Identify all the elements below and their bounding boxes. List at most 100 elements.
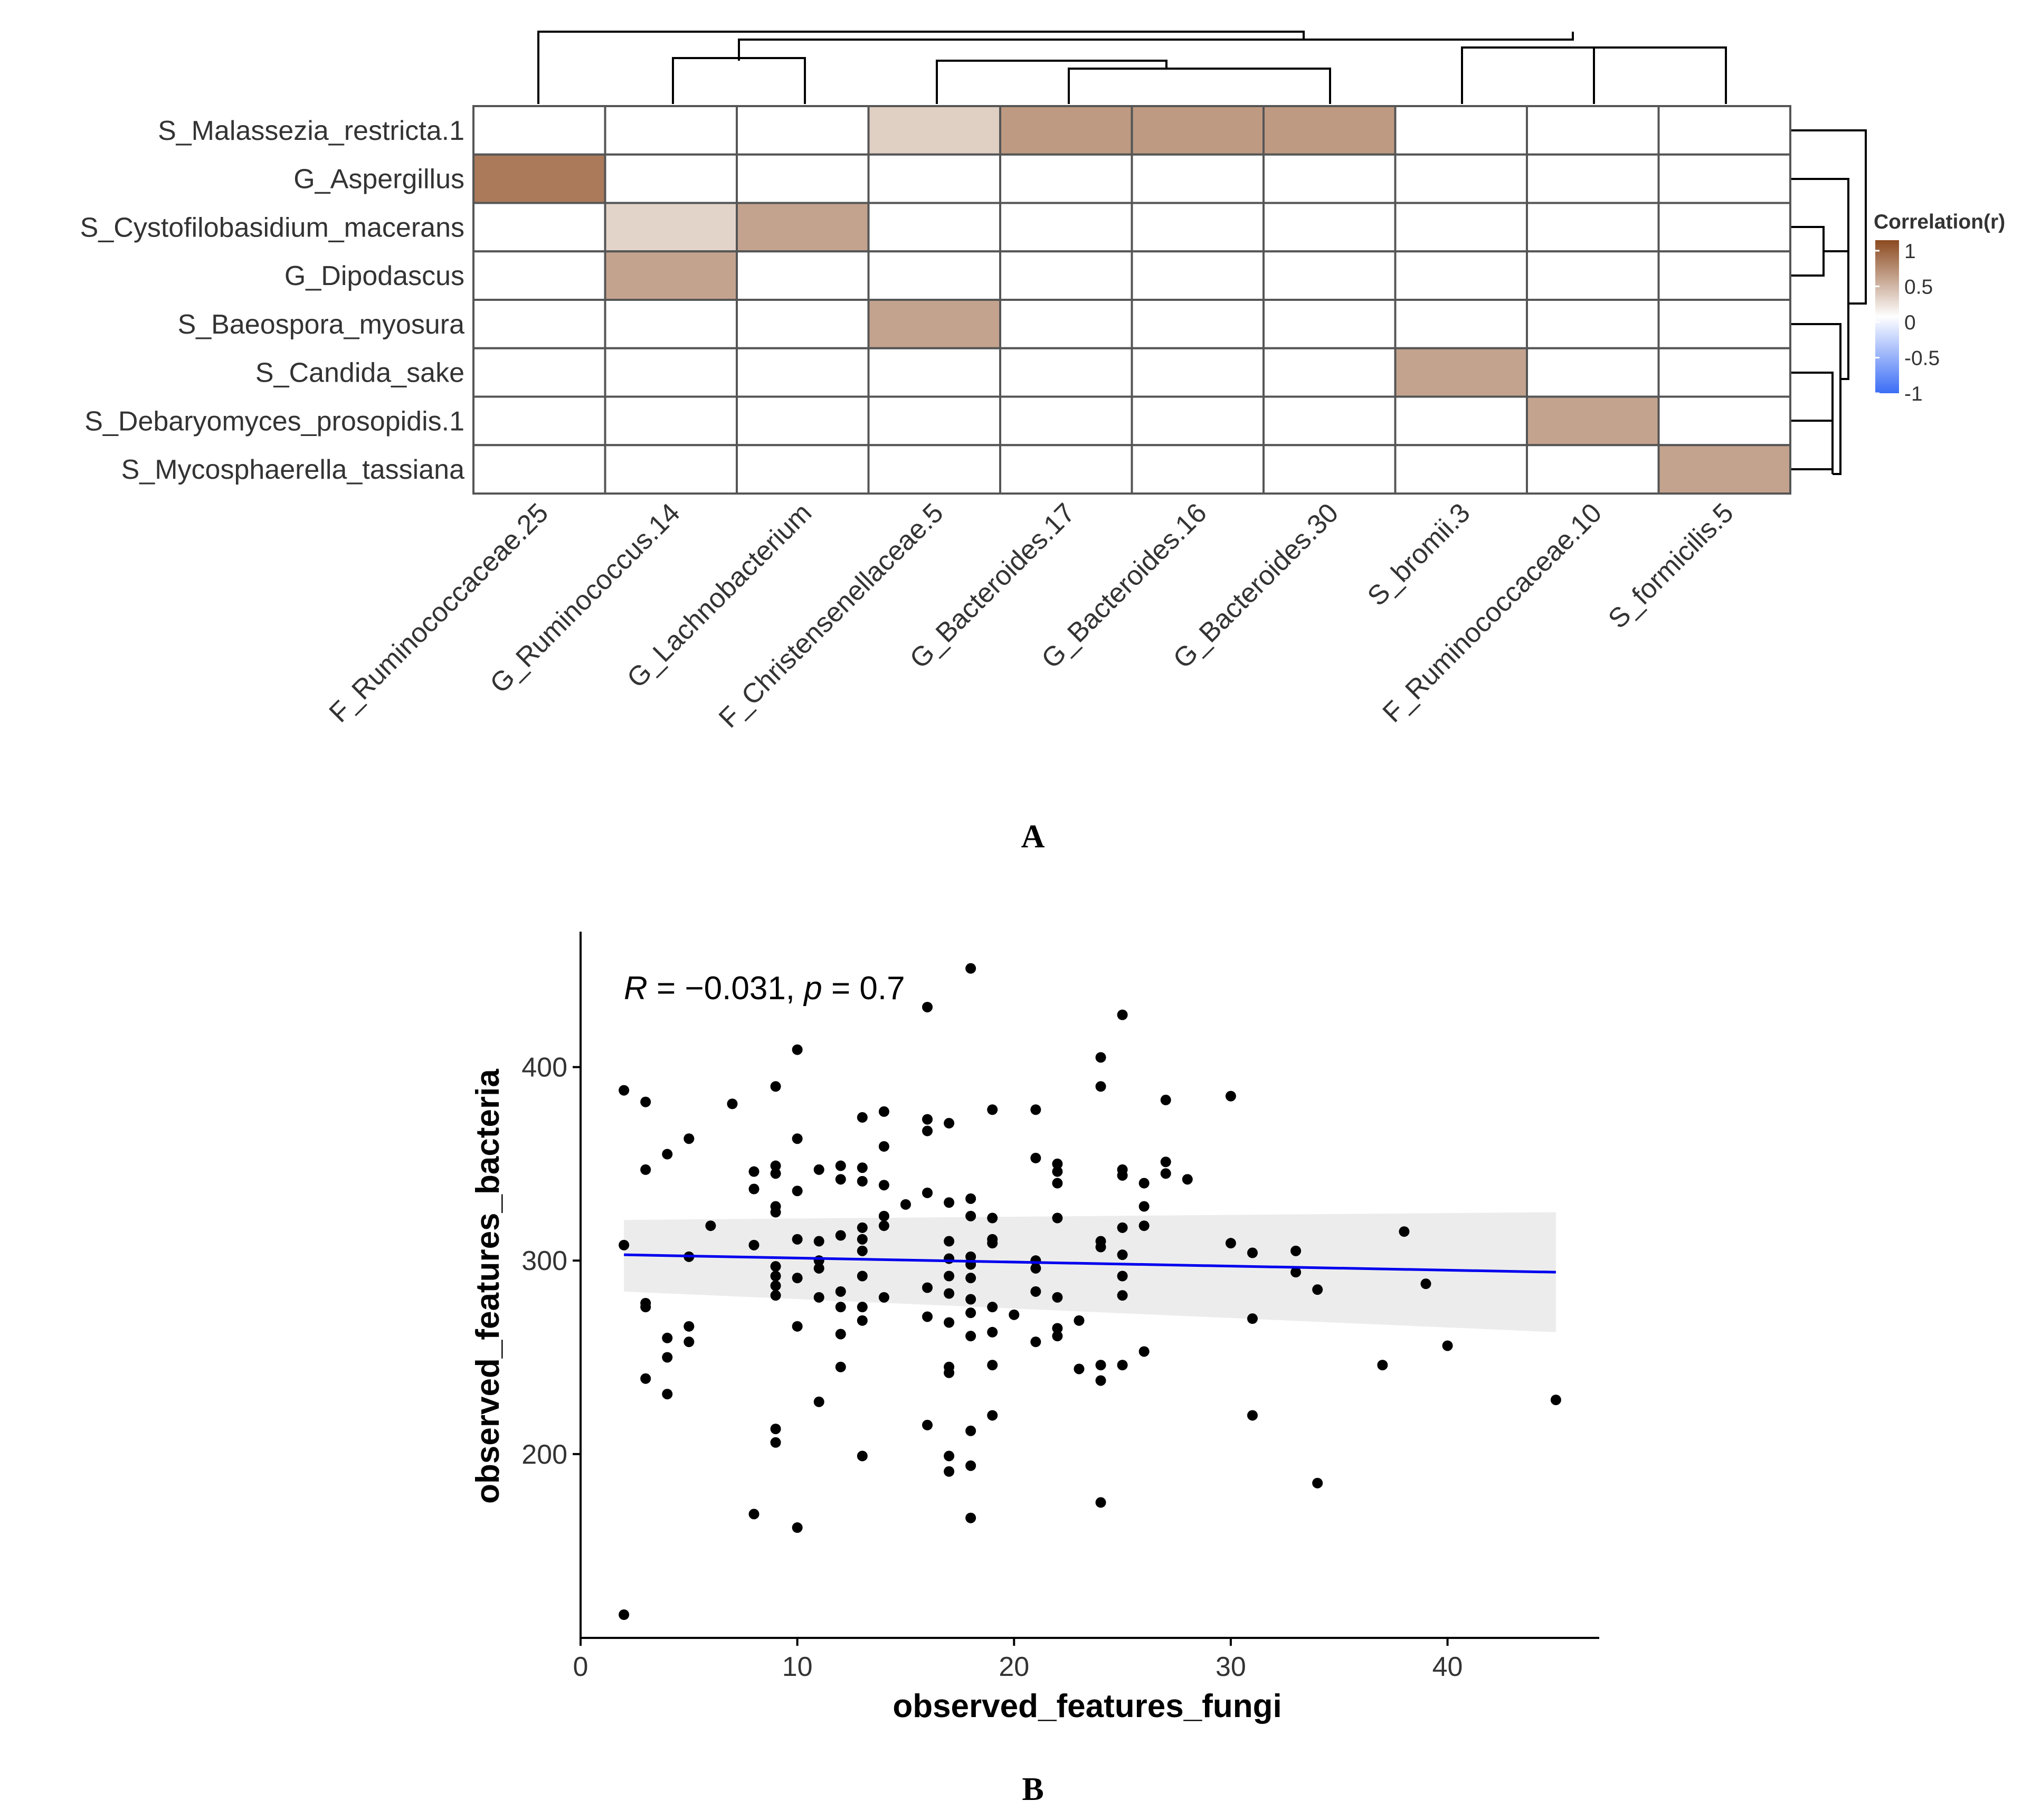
heatmap-cell bbox=[1394, 347, 1528, 398]
heatmap-cell bbox=[604, 105, 738, 156]
data-point bbox=[1247, 1313, 1258, 1324]
data-point bbox=[1074, 1315, 1085, 1326]
data-point bbox=[1225, 1091, 1236, 1102]
data-point bbox=[922, 1187, 933, 1198]
data-point bbox=[922, 1311, 933, 1322]
heatmap-cell bbox=[604, 153, 738, 204]
scatter-points bbox=[619, 963, 1561, 1620]
data-point bbox=[1117, 1360, 1128, 1371]
data-point bbox=[1138, 1346, 1150, 1357]
heatmap-cell bbox=[604, 299, 738, 349]
heatmap-cell bbox=[736, 105, 870, 156]
data-point bbox=[857, 1451, 868, 1462]
heatmap-cell bbox=[1657, 250, 1791, 301]
data-point bbox=[1160, 1094, 1171, 1105]
p-symbol: p bbox=[803, 970, 822, 1007]
heatmap-cell bbox=[999, 444, 1133, 495]
data-point bbox=[705, 1220, 716, 1231]
heatmap-cell bbox=[604, 395, 738, 447]
heatmap-cell bbox=[1526, 202, 1660, 253]
heatmap-cell bbox=[1657, 105, 1791, 156]
data-point bbox=[1420, 1278, 1431, 1290]
data-point bbox=[1399, 1226, 1410, 1237]
heatmap-cell bbox=[867, 444, 1001, 495]
data-point bbox=[987, 1410, 998, 1421]
data-point bbox=[857, 1234, 868, 1245]
data-point bbox=[965, 1273, 976, 1284]
heatmap-cell bbox=[1262, 105, 1397, 156]
legend-color-bar bbox=[1875, 240, 1899, 393]
column-label: F_Christensenellaceae.5 bbox=[713, 497, 950, 734]
row-label: G_Dipodascus bbox=[284, 261, 464, 291]
data-point bbox=[792, 1321, 803, 1332]
heatmap-cell bbox=[736, 202, 870, 253]
y-tick-label: 400 bbox=[521, 1053, 567, 1083]
heatmap-cell bbox=[867, 105, 1001, 156]
heatmap-cell bbox=[1394, 444, 1528, 495]
heatmap-cell bbox=[1131, 250, 1265, 301]
data-point bbox=[662, 1389, 673, 1400]
heatmap-cell bbox=[1526, 250, 1660, 301]
data-point bbox=[878, 1220, 889, 1231]
y-tick-label: 300 bbox=[521, 1246, 567, 1276]
data-point bbox=[640, 1373, 651, 1384]
legend-tick-label: -1 bbox=[1904, 383, 1923, 405]
data-point bbox=[857, 1176, 868, 1187]
confidence-band bbox=[624, 1212, 1556, 1332]
heatmap-cell bbox=[472, 153, 606, 204]
data-point bbox=[792, 1186, 803, 1197]
x-tick-label: 30 bbox=[1216, 1652, 1246, 1682]
heatmap-cell bbox=[867, 395, 1001, 447]
legend-tick-label: 0 bbox=[1904, 311, 1916, 334]
heatmap-column-labels: F_Ruminococcaceae.25G_Ruminococcus.14G_L… bbox=[324, 497, 1740, 734]
data-point bbox=[813, 1236, 824, 1247]
heatmap-cell bbox=[1657, 347, 1791, 398]
data-point bbox=[965, 1512, 976, 1523]
data-point bbox=[792, 1522, 803, 1533]
data-point bbox=[640, 1096, 651, 1107]
row-dendrogram bbox=[1790, 129, 1867, 475]
data-point bbox=[792, 1273, 803, 1284]
data-point bbox=[944, 1271, 955, 1282]
heatmap-cell bbox=[1131, 444, 1265, 495]
data-point bbox=[1052, 1331, 1063, 1342]
color-legend: Correlation(r) 1 0.5 0 -0.5 -1 bbox=[1874, 211, 2005, 405]
p-value: = 0.7 bbox=[822, 970, 905, 1007]
column-label: F_Ruminococcaceae.10 bbox=[1377, 497, 1608, 728]
data-point bbox=[1052, 1178, 1063, 1189]
row-label: S_Debaryomyces_prosopidis.1 bbox=[84, 406, 464, 437]
data-point bbox=[835, 1230, 846, 1241]
data-point bbox=[1550, 1395, 1561, 1406]
heatmap-cell bbox=[999, 395, 1133, 447]
data-point bbox=[1138, 1178, 1150, 1189]
data-point bbox=[987, 1212, 998, 1224]
data-point bbox=[965, 1294, 976, 1305]
data-point bbox=[1138, 1201, 1150, 1212]
data-point bbox=[1052, 1292, 1063, 1303]
heatmap-cell bbox=[867, 250, 1001, 301]
data-point bbox=[770, 1168, 781, 1179]
panel-b-label: B bbox=[1022, 1771, 1043, 1807]
data-point bbox=[965, 1425, 976, 1436]
data-point bbox=[1074, 1363, 1085, 1375]
data-point bbox=[1225, 1238, 1236, 1249]
heatmap-cell bbox=[999, 153, 1133, 204]
legend-tick-label: -0.5 bbox=[1904, 347, 1940, 370]
data-point bbox=[1052, 1166, 1063, 1177]
data-point bbox=[1442, 1340, 1453, 1351]
data-point bbox=[965, 1331, 976, 1342]
data-point bbox=[922, 1419, 933, 1430]
heatmap-cell bbox=[999, 105, 1133, 156]
heatmap-cell bbox=[1394, 395, 1528, 447]
panel-a-label: A bbox=[1021, 819, 1045, 855]
heatmap-cell bbox=[867, 202, 1001, 253]
data-point bbox=[640, 1297, 651, 1309]
x-tick-label: 0 bbox=[573, 1652, 588, 1682]
data-point bbox=[987, 1326, 998, 1338]
data-point bbox=[770, 1424, 781, 1435]
heatmap-cell bbox=[472, 202, 606, 253]
data-point bbox=[944, 1197, 955, 1208]
heatmap-cell bbox=[604, 250, 738, 301]
heatmap-cell bbox=[736, 395, 870, 447]
